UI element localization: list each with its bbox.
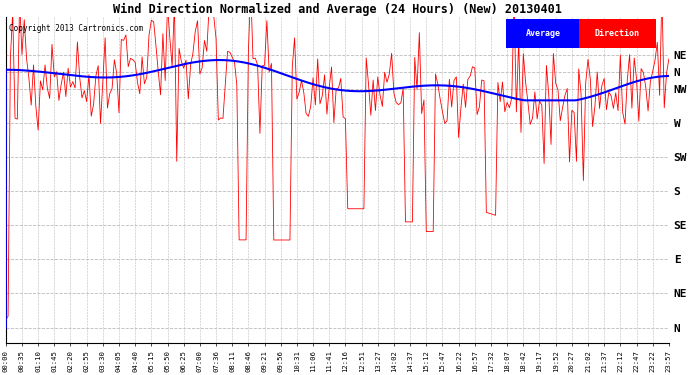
Text: Average: Average bbox=[525, 29, 560, 38]
Title: Wind Direction Normalized and Average (24 Hours) (New) 20130401: Wind Direction Normalized and Average (2… bbox=[113, 3, 562, 16]
FancyBboxPatch shape bbox=[580, 19, 656, 48]
Text: Direction: Direction bbox=[595, 29, 640, 38]
FancyBboxPatch shape bbox=[506, 19, 580, 48]
Text: Copyright 2013 Cartronics.com: Copyright 2013 Cartronics.com bbox=[9, 24, 144, 33]
